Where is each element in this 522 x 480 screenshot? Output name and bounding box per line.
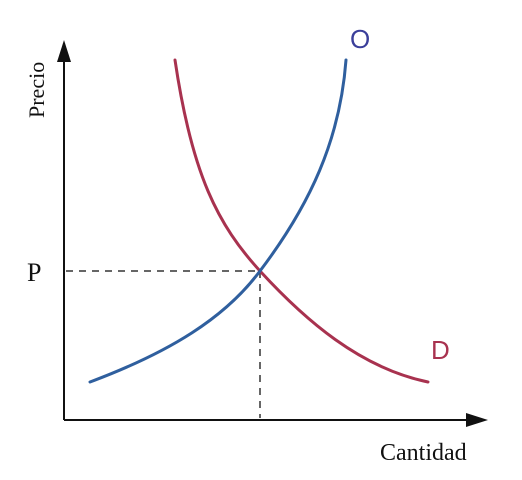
y-axis-label: Precio bbox=[24, 62, 49, 118]
x-axis-label: Cantidad bbox=[380, 440, 467, 466]
supply-curve bbox=[88, 58, 348, 384]
y-axis-arrowhead bbox=[57, 40, 71, 62]
price-marker-label: P bbox=[27, 258, 41, 287]
demand-curve-label: D bbox=[431, 335, 450, 365]
supply-curve-label: O bbox=[350, 24, 370, 54]
demand-curve bbox=[173, 58, 430, 384]
x-axis-arrowhead bbox=[466, 413, 488, 427]
